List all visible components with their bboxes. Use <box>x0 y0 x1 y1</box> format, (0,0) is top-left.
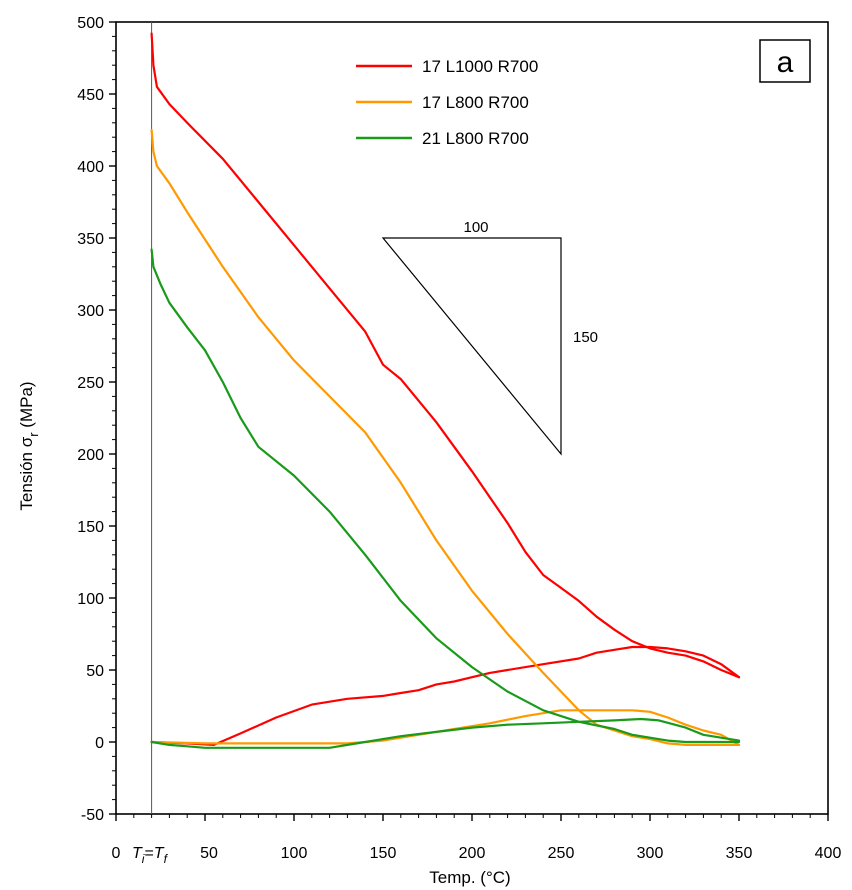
legend-item: 17 L1000 R700 <box>356 57 538 76</box>
x-tick-label: 100 <box>281 845 308 862</box>
slope-horizontal-label: 100 <box>463 219 488 236</box>
y-tick-label: -50 <box>81 807 104 824</box>
slope-triangle <box>381 237 562 456</box>
ti-sub: i <box>142 852 145 866</box>
series-3 <box>150 248 741 749</box>
x-tick-label: 350 <box>726 845 753 862</box>
y-tick-label: 450 <box>77 87 104 104</box>
panel-tag-box: a <box>759 39 811 83</box>
y-tick-label: 200 <box>77 447 104 464</box>
tick-layer: 0 50 100 150 200 250 300 350 400 -50 0 50 100 150 200 2… <box>77 15 841 862</box>
legend-item: 17 L800 R700 <box>356 93 529 112</box>
eq-sign: = <box>144 845 153 862</box>
slope-vertical-label: 150 <box>573 329 598 346</box>
y-tick-label: 300 <box>77 303 104 320</box>
series-heating-line <box>150 645 741 746</box>
svg-text:Tensión σr (MPa): Tensión σr (MPa) <box>17 381 41 510</box>
series-1 <box>150 32 741 746</box>
x-tick-label: 0 <box>112 845 121 862</box>
x-axis-title: Temp. (°C) <box>429 868 510 887</box>
y-tick-label: 150 <box>77 519 104 536</box>
series-cooling-line <box>150 248 741 744</box>
y-axis-title-main: Tensión σ <box>17 436 36 510</box>
x-tick-label: 400 <box>815 845 842 862</box>
y-axis-title-unit: (MPa) <box>17 381 36 427</box>
x-tick-label: 250 <box>548 845 575 862</box>
legend-label: 21 L800 R700 <box>422 129 529 148</box>
x-tick-label: 200 <box>459 845 486 862</box>
svg-text:Ti=Tf: Ti=Tf <box>132 845 169 866</box>
y-tick-label: 0 <box>95 735 104 752</box>
series-layer <box>150 32 741 749</box>
y-tick-label: 250 <box>77 375 104 392</box>
x-tick-label: 300 <box>637 845 664 862</box>
series-2 <box>150 128 741 746</box>
series-heating-line <box>150 717 741 749</box>
y-tick-label: 400 <box>77 159 104 176</box>
y-tick-label: 350 <box>77 231 104 248</box>
x-tick-label: 150 <box>370 845 397 862</box>
tf-label: T <box>154 845 165 862</box>
legend: 17 L1000 R700 17 L800 R700 21 L800 R700 <box>356 57 538 148</box>
y-tick-label: 100 <box>77 591 104 608</box>
y-axis-title-sub: r <box>26 432 41 437</box>
legend-label: 17 L800 R700 <box>422 93 529 112</box>
x-tick-label: 50 <box>200 845 218 862</box>
annotation-layer: 100 150 <box>381 219 598 456</box>
y-axis-title: Tensión σr (MPa) <box>17 381 41 510</box>
tf-sub: f <box>164 852 169 866</box>
y-tick-label: 50 <box>86 663 104 680</box>
legend-item: 21 L800 R700 <box>356 129 529 148</box>
ti-label: T <box>132 845 143 862</box>
panel-tag: a <box>777 46 794 79</box>
series-heating-line <box>150 709 741 746</box>
series-cooling-line <box>150 128 741 746</box>
y-tick-label: 500 <box>77 15 104 32</box>
x-special-label: Ti=Tf <box>132 845 169 866</box>
legend-label: 17 L1000 R700 <box>422 57 538 76</box>
series-cooling-line <box>150 32 741 679</box>
